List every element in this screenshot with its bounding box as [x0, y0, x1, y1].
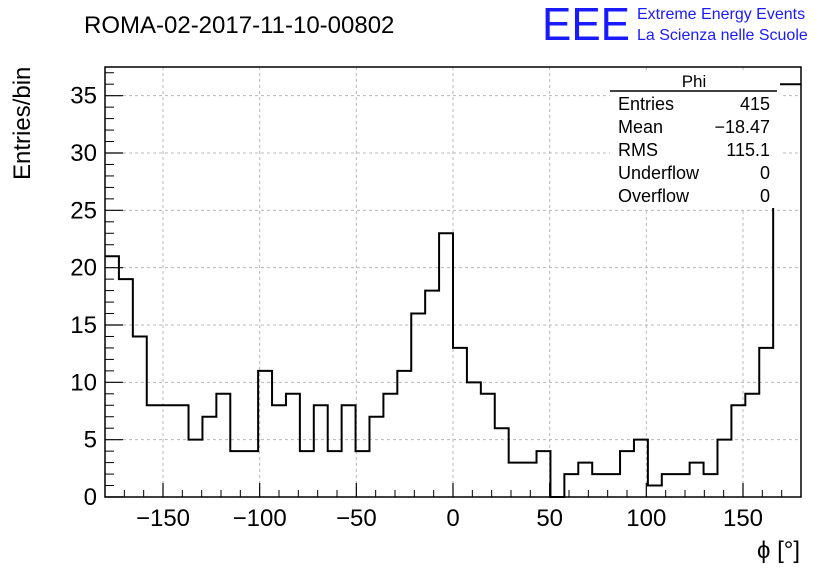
logo-mark: EEE: [542, 0, 630, 50]
stats-box: Phi Entries 415 Mean −18.47 RMS 115.1 Underflo…: [610, 72, 780, 208]
chart-title: ROMA-02-2017-11-10-00802: [84, 12, 394, 39]
y-tick-label: 35: [70, 83, 97, 110]
y-tick-label: 5: [84, 427, 97, 454]
y-tick-label: 15: [70, 312, 97, 339]
y-tick-label: 30: [70, 140, 97, 167]
logo-line1: Extreme Energy Events: [637, 6, 805, 23]
x-tick-label: 150: [723, 505, 763, 532]
logo-line2: La Scienza nelle Scuole: [637, 27, 808, 44]
x-axis-label: ϕ [°]: [757, 537, 800, 564]
y-tick-label: 10: [70, 369, 97, 396]
x-tick-label: −100: [233, 505, 287, 532]
x-tick-label: 100: [626, 505, 666, 532]
x-tick-label: 0: [446, 505, 459, 532]
y-tick-label: 0: [84, 484, 97, 511]
axis-ticks: −150 −100 −50 0 50 100 150 0 5 10 15 20 25 30 35: [70, 72, 802, 532]
stats-label: Entries: [618, 94, 674, 114]
x-tick-label: 50: [536, 505, 563, 532]
stats-value: 415: [740, 94, 770, 114]
stats-value: 0: [760, 163, 770, 183]
stats-label: Overflow: [618, 186, 690, 206]
stats-label: Mean: [618, 117, 663, 137]
stats-value: −18.47: [714, 117, 770, 137]
y-tick-label: 20: [70, 255, 97, 282]
stats-label: RMS: [618, 140, 658, 160]
x-tick-label: −50: [336, 505, 377, 532]
y-axis-label: Entries/bin: [9, 67, 36, 180]
x-tick-label: −150: [136, 505, 190, 532]
stats-value: 115.1: [726, 140, 770, 160]
y-tick-label: 25: [70, 197, 97, 224]
stats-box-background: [610, 72, 780, 208]
stats-value: 0: [760, 186, 770, 206]
stats-box-name: Phi: [682, 72, 707, 91]
stats-label: Underflow: [618, 163, 700, 183]
histogram-line: [105, 83, 801, 498]
